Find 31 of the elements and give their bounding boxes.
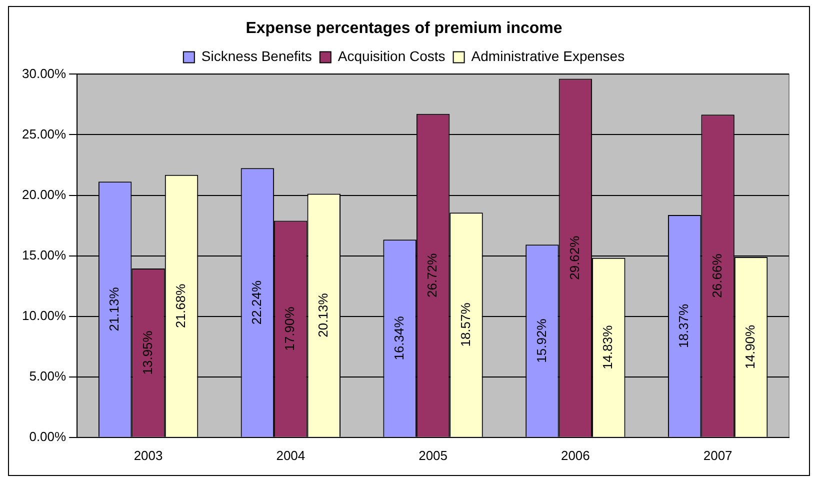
data-label: 29.62% (567, 235, 582, 280)
legend-label: Sickness Benefits (201, 48, 312, 64)
data-label: 22.24% (249, 280, 264, 325)
x-tick-label: 2006 (560, 448, 590, 463)
x-tick-label: 2007 (703, 448, 732, 463)
data-label: 26.72% (424, 252, 440, 298)
data-label: 16.34% (391, 316, 406, 360)
x-tick-label: 2003 (134, 448, 163, 463)
data-label: 20.13% (315, 292, 330, 338)
data-label: 18.57% (458, 302, 473, 347)
y-tick-label: 30.00% (22, 66, 67, 81)
data-label: 17.90% (282, 306, 298, 351)
data-label: 15.92% (534, 318, 549, 363)
data-label: 26.66% (709, 253, 724, 298)
y-tick-label: 15.00% (22, 247, 67, 262)
data-label: 18.37% (676, 303, 692, 348)
data-label: 21.13% (106, 286, 122, 332)
data-label: 14.83% (600, 324, 616, 370)
y-tick-label: 5.00% (29, 368, 67, 384)
x-tick-label: 2005 (418, 448, 448, 463)
data-label: 13.95% (140, 330, 155, 375)
y-tick-label: 25.00% (22, 126, 67, 142)
y-tick-label: 20.00% (22, 186, 67, 202)
legend-label: Administrative Expenses (471, 48, 625, 64)
data-label: 14.90% (742, 324, 758, 369)
x-tick-label: 2004 (276, 448, 306, 463)
y-tick-label: 0.00% (29, 428, 67, 444)
y-tick-label: 10.00% (22, 308, 67, 323)
legend-label: Acquisition Costs (338, 48, 446, 64)
chart-title: Expense percentages of premium income (246, 20, 562, 38)
data-label: 21.68% (173, 283, 188, 328)
